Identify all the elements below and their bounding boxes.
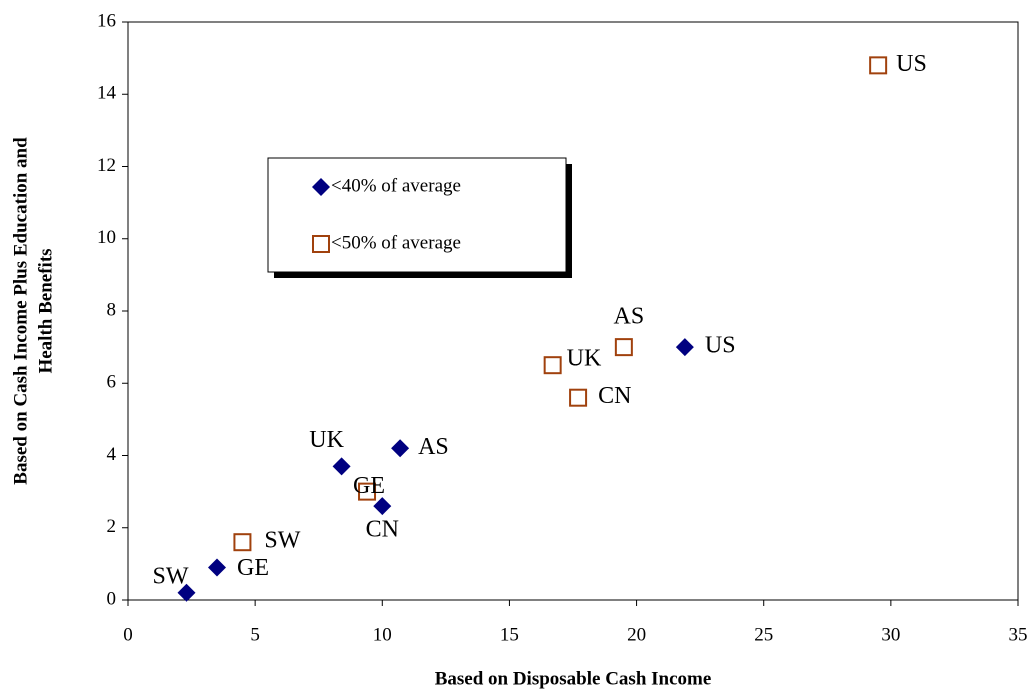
legend-label: <50% of average: [331, 232, 461, 253]
point-label: AS: [614, 304, 645, 330]
point: [358, 482, 377, 501]
x-tick-label: 30: [881, 624, 900, 645]
legend-marker: [312, 235, 330, 253]
x-tick-label: 10: [373, 624, 392, 645]
point-label: UK: [309, 427, 344, 453]
point-label: UK: [567, 346, 602, 372]
x-tick-label: 5: [250, 624, 260, 645]
point: [543, 356, 562, 375]
legend-marker: [312, 178, 330, 196]
x-tick-label: 25: [754, 624, 773, 645]
x-tick-label: 0: [123, 624, 133, 645]
x-tick-label: 35: [1009, 624, 1028, 645]
point-label: CN: [366, 517, 399, 543]
y-axis-title: Based on Cash Income Plus Education and: [10, 137, 31, 485]
point: [373, 497, 392, 516]
point: [869, 56, 888, 75]
x-tick-label: 15: [500, 624, 519, 645]
point: [177, 583, 196, 602]
y-tick-label: 8: [107, 299, 117, 320]
x-tick-label: 20: [627, 624, 646, 645]
point: [208, 558, 226, 577]
point-label: GE: [237, 555, 269, 581]
point: [675, 338, 694, 357]
y-tick-label: 16: [97, 10, 116, 31]
y-tick-label: 2: [107, 516, 117, 537]
point: [233, 533, 252, 552]
point-label: CN: [598, 383, 631, 409]
x-axis-title: Based on Disposable Cash Income: [435, 668, 712, 689]
y-tick-label: 4: [107, 444, 117, 465]
point: [614, 338, 633, 357]
point-label: GE: [353, 473, 385, 499]
point: [391, 439, 410, 458]
point-label: SW: [152, 563, 188, 589]
point-label: AS: [418, 434, 449, 460]
y-tick-label: 0: [107, 588, 117, 609]
point: [332, 457, 351, 476]
legend-label: <40% of average: [331, 175, 461, 196]
plot-frame: [127, 21, 1019, 601]
y-tick-label: 14: [97, 83, 117, 104]
y-tick-label: 6: [107, 372, 117, 393]
y-axis-title: Health Benefits: [35, 248, 56, 373]
point-label: US: [896, 51, 927, 77]
point-label: SW: [264, 528, 300, 554]
y-tick-label: 10: [97, 227, 116, 248]
y-tick-label: 12: [97, 155, 116, 176]
point-label: US: [705, 333, 736, 359]
point: [569, 388, 588, 407]
